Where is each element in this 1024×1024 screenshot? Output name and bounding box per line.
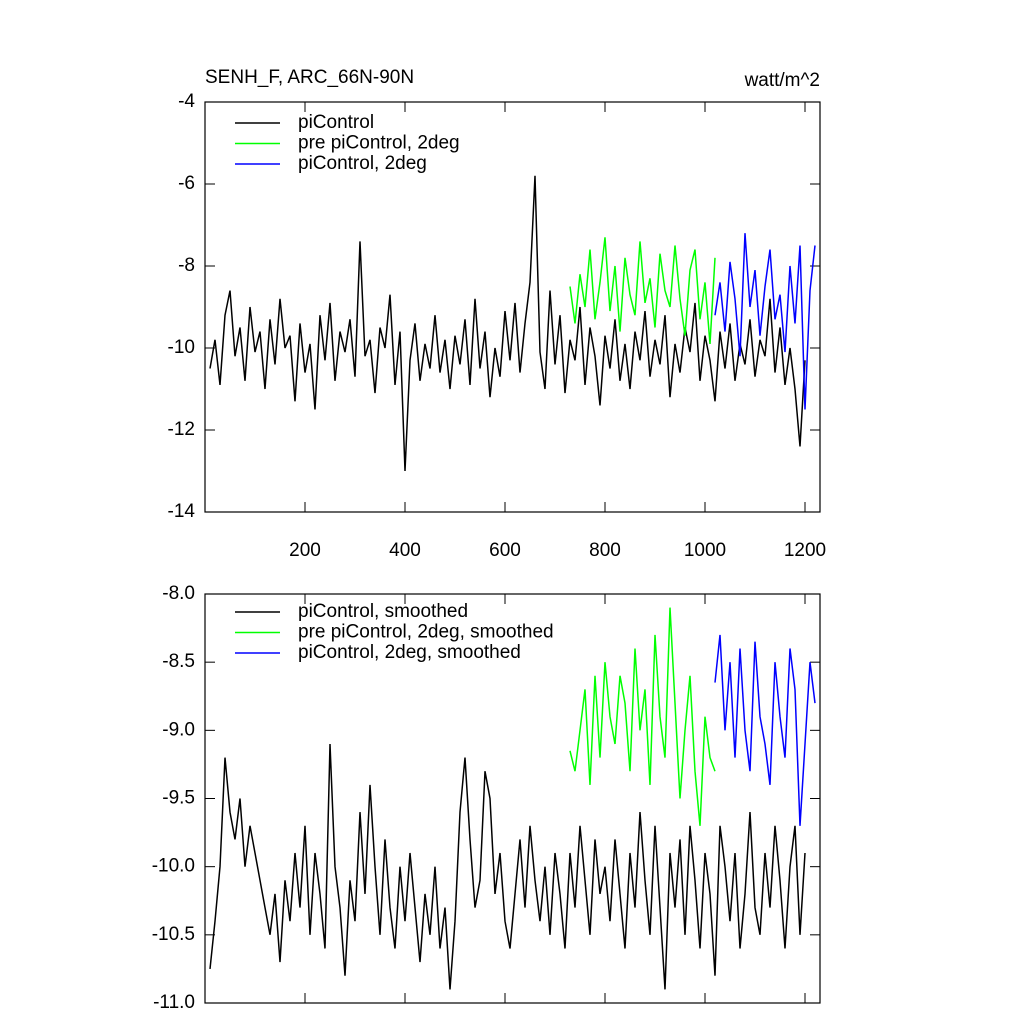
series-line bbox=[209, 175, 806, 472]
y-tick-label: -4 bbox=[178, 91, 195, 112]
y-tick-label: -10.5 bbox=[152, 924, 195, 945]
y-tick-label: -11.0 bbox=[153, 992, 195, 1013]
series-line bbox=[209, 743, 806, 990]
legend-label: piControl, smoothed bbox=[298, 601, 468, 622]
x-tick-label: 600 bbox=[489, 540, 521, 561]
y-tick-label: -12 bbox=[168, 419, 195, 440]
legend-label: piControl, 2deg, smoothed bbox=[298, 642, 521, 663]
y-tick-label: -9.5 bbox=[162, 788, 195, 809]
y-tick-label: -9.0 bbox=[162, 719, 195, 740]
y-tick-label: -6 bbox=[178, 173, 195, 194]
legend-label: pre piControl, 2deg, smoothed bbox=[298, 622, 554, 643]
units-label: watt/m^2 bbox=[744, 70, 820, 91]
x-tick-label: 1000 bbox=[684, 540, 726, 561]
series-line bbox=[714, 634, 816, 826]
x-tick-label: 200 bbox=[289, 540, 321, 561]
x-tick-label: 800 bbox=[589, 540, 621, 561]
y-tick-label: -10 bbox=[168, 337, 195, 358]
series-line bbox=[569, 607, 716, 826]
y-tick-label: -8.5 bbox=[162, 651, 195, 672]
legend-label: pre piControl, 2deg bbox=[298, 133, 460, 154]
y-tick-label: -8.0 bbox=[162, 583, 195, 604]
x-tick-label: 1200 bbox=[784, 540, 826, 561]
series-line bbox=[714, 233, 816, 410]
series-line bbox=[569, 237, 716, 344]
legend-label: piControl, 2deg bbox=[298, 153, 427, 174]
y-tick-label: -10.0 bbox=[152, 856, 195, 877]
plot-frame bbox=[204, 593, 821, 1004]
x-tick-label: 400 bbox=[389, 540, 421, 561]
legend-label: piControl bbox=[298, 112, 374, 133]
y-tick-label: -14 bbox=[168, 501, 196, 522]
plot-frame bbox=[204, 101, 821, 513]
chart-title: SENH_F, ARC_66N-90N bbox=[205, 67, 414, 88]
y-tick-label: -8 bbox=[178, 255, 195, 276]
